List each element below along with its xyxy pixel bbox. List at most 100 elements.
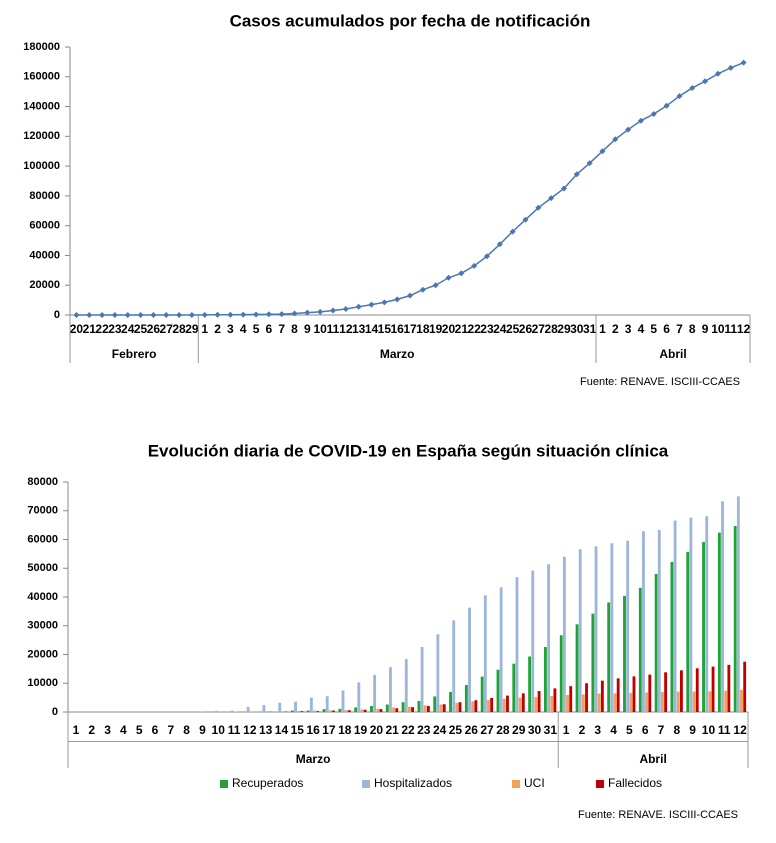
x-tick-label: 10 [711,322,725,336]
bar [547,564,550,712]
marker [86,312,92,318]
bar [535,697,538,712]
bar [332,711,335,712]
x-tick-label: 7 [676,322,683,336]
legend-label: UCI [524,776,545,790]
x-tick-label: 9 [199,723,206,737]
bar [705,516,708,712]
x-tick-label: 26 [465,723,479,737]
y-tick-label: 40000 [27,591,58,603]
bar [455,703,458,712]
bar [443,704,446,712]
y-tick-label: 70000 [27,505,58,517]
x-tick-label: 20 [442,322,456,336]
x-tick-label: 23 [417,723,431,737]
bar [516,577,519,712]
bar [427,706,430,712]
bar [677,692,680,712]
x-tick-label: 3 [625,322,632,336]
legend-label: Recuperados [232,776,303,790]
y-tick-label: 80000 [27,476,58,488]
x-tick-label: 3 [594,723,601,737]
x-tick-label: 24 [121,322,135,336]
marker [125,312,131,318]
bar [563,557,566,712]
x-tick-label: 22 [401,723,415,737]
y-tick-label: 0 [52,706,58,718]
bar [326,696,329,712]
x-tick-label: 26 [519,322,533,336]
bar [500,587,503,712]
x-tick-label: 24 [433,723,447,737]
bar [617,678,620,712]
bar [440,705,443,712]
x-tick-label: 29 [185,322,199,336]
marker [433,282,439,288]
bar [471,701,474,712]
bar [538,691,541,712]
bar [601,681,604,712]
x-tick-label: 8 [183,723,190,737]
x-tick-label: 20 [70,322,84,336]
y-tick-label: 120000 [23,130,60,142]
x-tick-label: 11 [724,322,737,336]
x-tick-label: 7 [167,723,174,737]
marker [202,312,208,318]
bar [531,571,534,712]
x-tick-label: 2 [579,723,586,737]
y-tick-label: 100000 [23,160,60,172]
bar [689,518,692,712]
x-tick-label: 6 [663,322,670,336]
marker [343,306,349,312]
x-tick-label: 28 [544,322,558,336]
bar [579,549,582,712]
bar [708,691,711,712]
bar [626,541,629,712]
bar [452,620,455,712]
bar [465,685,468,712]
bar [614,693,617,712]
marker [702,78,708,84]
bar [300,711,303,712]
x-tick-label: 21 [386,723,400,737]
bar [712,667,715,712]
marker [458,270,464,276]
bar [294,702,297,712]
x-tick-label: 2 [88,723,95,737]
bar [364,710,367,712]
marker [356,304,362,310]
bar [313,711,316,712]
bar [595,546,598,712]
bar [727,665,730,712]
bar [297,711,300,712]
y-tick-label: 160000 [23,71,60,83]
bar [484,595,487,712]
bar [376,709,379,712]
x-tick-label: 8 [673,723,680,737]
y-tick-label: 50000 [27,562,58,574]
x-tick-label: 11 [718,723,731,737]
x-tick-label: 6 [266,322,273,336]
x-tick-label: 23 [480,322,494,336]
source-note: Fuente: RENAVE. ISCIII-CCAES [580,376,740,388]
line [76,63,743,315]
bar [737,496,740,712]
bar [215,711,218,712]
bar [696,668,699,712]
y-tick-label: 40000 [29,249,60,261]
bar [323,709,326,712]
x-tick-label: 30 [528,723,542,737]
bar [481,677,484,712]
legend-label: Fallecidos [608,776,662,790]
x-tick-label: 1 [73,723,80,737]
bar [607,602,610,712]
bar [686,552,689,712]
bar [348,710,351,712]
bar [408,707,411,712]
bar [544,647,547,712]
marker [163,312,169,318]
x-tick-label: 9 [702,322,709,336]
bar [655,574,658,712]
x-tick-label: 3 [104,723,111,737]
